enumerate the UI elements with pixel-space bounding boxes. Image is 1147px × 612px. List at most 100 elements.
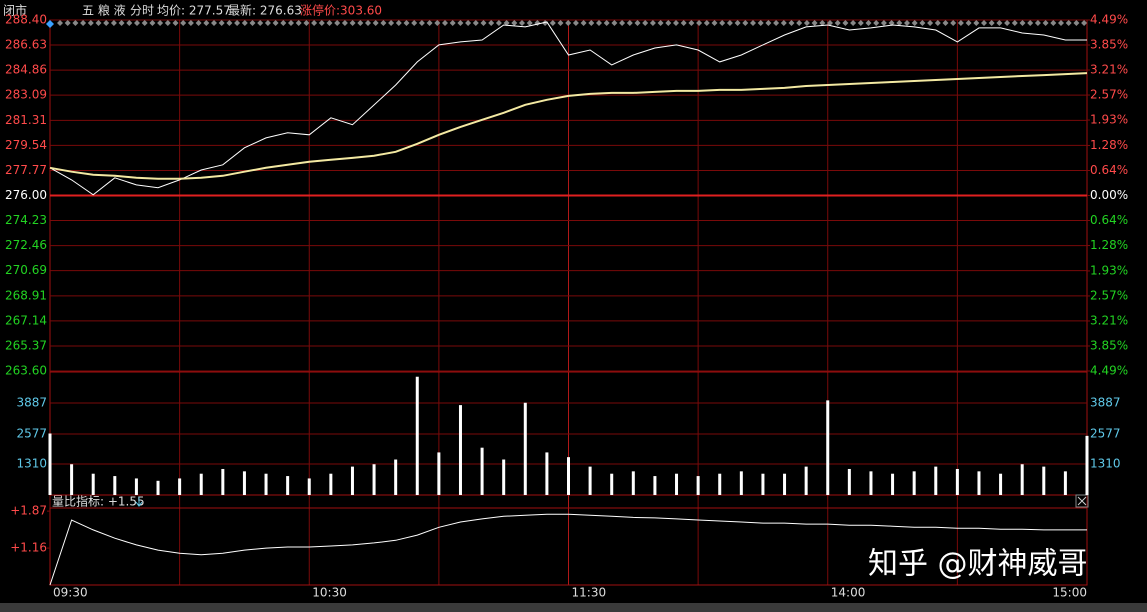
marker: [950, 20, 957, 26]
marker: [965, 20, 972, 26]
marker: [750, 20, 756, 26]
volume-bar: [48, 433, 52, 495]
marker: [234, 20, 241, 26]
y-tick-label: 281.31: [5, 113, 47, 127]
marker: [334, 20, 341, 26]
marker: [665, 20, 672, 26]
marker: [203, 20, 210, 26]
marker: [888, 20, 895, 26]
marker: [565, 20, 572, 26]
y2-tick-label: 0.00%: [1090, 188, 1128, 202]
marker: [195, 20, 202, 26]
marker: [218, 20, 225, 26]
marker: [380, 20, 387, 26]
marker: [365, 20, 371, 26]
marker: [472, 20, 479, 26]
marker: [495, 20, 502, 26]
volume-bar: [1063, 471, 1067, 495]
x-tick-label: 09:30: [53, 586, 88, 600]
marker: [87, 20, 94, 26]
x-tick-label: 11:30: [572, 586, 607, 600]
marker: [981, 20, 987, 26]
volume-bar: [458, 405, 462, 495]
marker: [834, 20, 841, 26]
marker: [580, 20, 587, 26]
volume-bar: [869, 471, 873, 495]
marker: [957, 20, 964, 26]
y-tick-label: 276.00: [5, 188, 47, 202]
marker: [418, 20, 425, 26]
y2-tick-label: 0.64%: [1090, 163, 1128, 177]
marker: [126, 20, 133, 26]
volume-bar: [631, 471, 635, 495]
marker: [642, 20, 649, 26]
marker: [426, 20, 433, 26]
close-box: [1075, 494, 1089, 508]
marker: [241, 20, 248, 26]
volume-bar: [286, 476, 290, 495]
marker: [110, 20, 117, 26]
volume-bar: [221, 468, 225, 495]
marker: [780, 20, 787, 26]
marker: [1073, 20, 1080, 26]
marker: [326, 20, 333, 26]
volume-bar: [1020, 464, 1024, 495]
marker: [1027, 20, 1034, 26]
volume-bar: [178, 478, 182, 495]
marker: [357, 20, 364, 26]
volume-bar: [156, 480, 160, 495]
marker: [526, 20, 533, 26]
y-tick-label: +1.87: [10, 504, 47, 518]
marker: [942, 20, 949, 26]
marker: [1004, 20, 1011, 26]
volume-bar: [588, 466, 592, 495]
y2-tick-label: 3.85%: [1090, 338, 1128, 352]
marker: [434, 20, 441, 26]
volume-bar: [394, 459, 398, 495]
marker: [742, 20, 749, 26]
y-tick-label: 283.09: [5, 88, 47, 102]
marker: [603, 20, 610, 26]
marker: [827, 20, 833, 26]
last-price: 最新: 276.63: [228, 3, 302, 18]
y2-tick-label: 3.21%: [1090, 313, 1128, 327]
y2-tick-label: 4.49%: [1090, 364, 1128, 378]
y-tick-label: 286.63: [5, 38, 47, 52]
stock-name: 五 粮 液: [82, 3, 126, 18]
marker: [511, 20, 518, 26]
marker: [619, 20, 626, 26]
marker: [726, 20, 733, 26]
marker: [80, 20, 87, 26]
marker: [557, 20, 564, 26]
volume-bar: [912, 471, 916, 495]
watermark: 知乎 @财神威哥: [868, 547, 1088, 582]
marker: [819, 20, 826, 26]
marker: [796, 20, 803, 26]
close-icon: [1077, 496, 1087, 506]
marker: [1058, 20, 1064, 26]
marker: [395, 20, 402, 26]
marker: [919, 20, 926, 26]
volume-bar: [718, 473, 722, 495]
marker: [1065, 20, 1072, 26]
marker: [164, 20, 171, 26]
down-arrow: [135, 497, 143, 507]
x-tick-label: 10:30: [312, 586, 347, 600]
y-tick-label: 265.37: [5, 338, 47, 352]
marker: [64, 20, 71, 26]
volume-bar: [113, 476, 117, 495]
volume-bar: [999, 473, 1003, 495]
volume-bar: [91, 473, 95, 495]
marker: [488, 20, 495, 26]
volume-bar: [437, 452, 441, 495]
y-tick-label: +1.16: [10, 541, 47, 555]
y2-tick-label: 2.57%: [1090, 288, 1128, 302]
marker: [719, 20, 726, 26]
volume-bar: [761, 473, 765, 495]
y-tick-label: 274.23: [5, 213, 47, 227]
avg-price: 均价: 277.57: [157, 4, 231, 18]
marker: [896, 20, 903, 26]
volume-bar: [934, 466, 938, 495]
marker: [734, 20, 741, 26]
